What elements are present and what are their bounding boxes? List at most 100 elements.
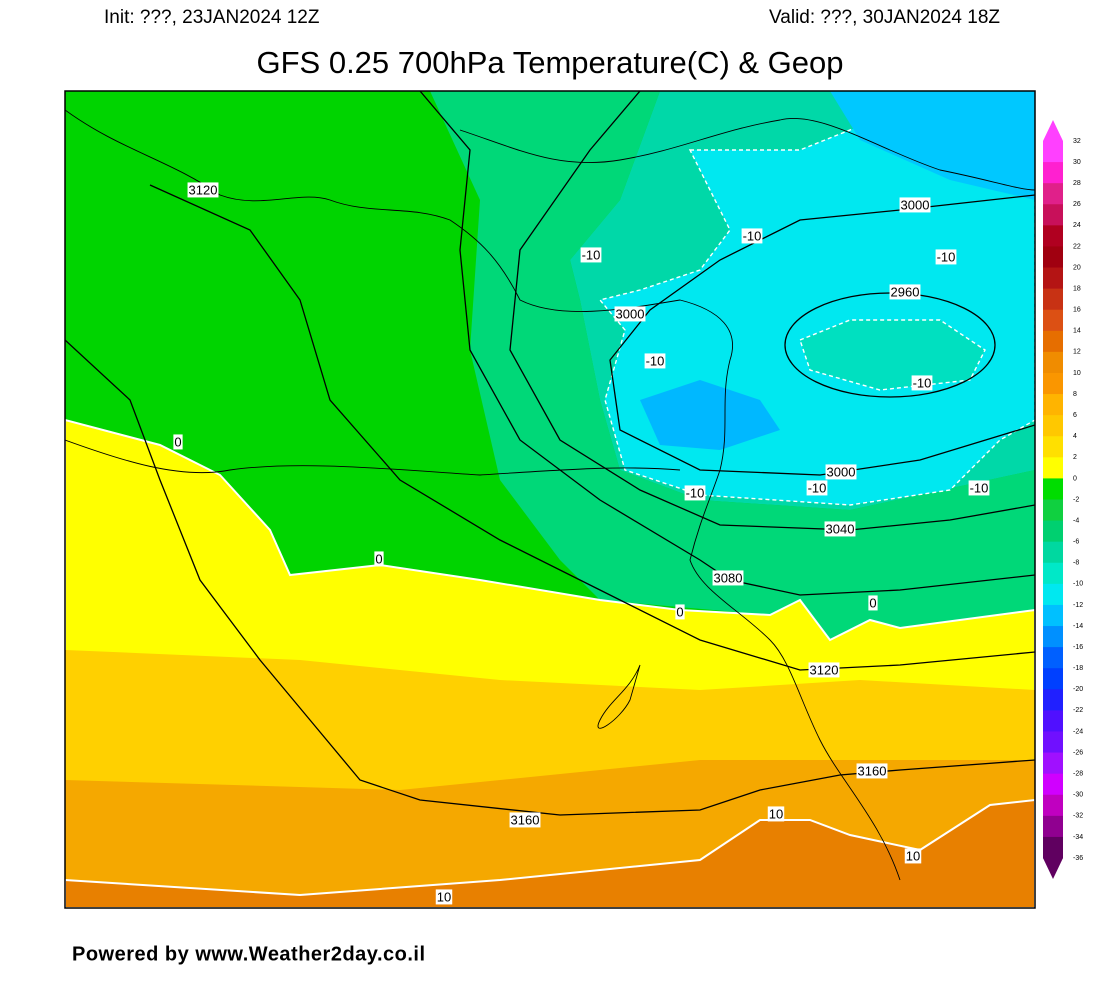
colorbar-band [1043, 752, 1063, 775]
contour-label-bg [824, 521, 856, 537]
colorbar-tick-label: -30 [1073, 792, 1083, 799]
colorbar-tick-label: 30 [1073, 159, 1081, 166]
colorbar-band [1043, 162, 1063, 184]
colorbar-tick-label: 10 [1073, 370, 1081, 377]
colorbar: 32302826242220181614121086420-2-4-6-8-10… [1043, 120, 1083, 879]
contour-label: -10 [937, 249, 956, 264]
contour-label-bg [889, 284, 921, 300]
contour-label: -10 [913, 375, 932, 390]
colorbar-cap [1043, 858, 1063, 879]
colorbar-tick-label: -24 [1073, 728, 1083, 735]
colorbar-tick-label: 4 [1073, 433, 1077, 440]
contour-label-bg [712, 570, 744, 586]
colorbar-band [1043, 520, 1063, 543]
colorbar-band [1043, 773, 1063, 796]
colorbar-tick-label: -18 [1073, 665, 1083, 672]
colorbar-tick-label: -20 [1073, 686, 1083, 693]
contour-label: 10 [769, 806, 783, 821]
colorbar-tick-label: 20 [1073, 264, 1081, 271]
colorbar-band [1043, 583, 1063, 606]
map-frame [64, 90, 1036, 909]
colorbar-tick-label: 24 [1073, 222, 1081, 229]
contour-label: 3160 [511, 812, 540, 827]
contour-label: 3120 [189, 182, 218, 197]
contour-label: 3120 [810, 662, 839, 677]
contour-label: 2960 [891, 284, 920, 299]
colorbar-tick-label: -8 [1073, 560, 1079, 567]
colorbar-tick-label: -10 [1073, 581, 1083, 588]
contour-label: -10 [646, 353, 665, 368]
colorbar-band [1043, 288, 1063, 311]
colorbar-band [1043, 372, 1063, 395]
colorbar-tick-label: 26 [1073, 201, 1081, 208]
colorbar-band [1043, 794, 1063, 817]
contour-label: -10 [970, 480, 989, 495]
colorbar-tick-label: 16 [1073, 307, 1081, 314]
contour-label-bg [509, 812, 541, 828]
contour-label-bg [614, 306, 646, 322]
colorbar-band [1043, 309, 1063, 332]
contour-label-bg [173, 434, 183, 450]
colorbar-cap [1043, 120, 1063, 141]
colorbar-tick-label: 2 [1073, 454, 1077, 461]
colorbar-band [1043, 689, 1063, 711]
colorbar-tick-label: -28 [1073, 770, 1083, 777]
colorbar-tick-label: -12 [1073, 602, 1083, 609]
contour-label: 0 [174, 434, 181, 449]
contour-label-bg [935, 249, 957, 265]
valid-time: Valid: ???, 30JAN2024 18Z [769, 7, 1000, 28]
contour-label: 3080 [714, 570, 743, 585]
colorbar-tick-label: 12 [1073, 349, 1081, 356]
colorbar-tick-label: 32 [1073, 138, 1081, 145]
contour-label-bg [741, 228, 763, 244]
colorbar-band [1043, 246, 1063, 269]
colorbar-tick-label: -6 [1073, 539, 1079, 546]
contour-label: 3160 [858, 763, 887, 778]
colorbar-band [1043, 815, 1063, 838]
contour-label-bg [580, 247, 602, 263]
contour-label: -10 [808, 480, 827, 495]
title: GFS 0.25 700hPa Temperature(C) & Geop [256, 45, 843, 80]
contour-label-bg [856, 763, 888, 779]
contour-label-bg [808, 662, 840, 678]
contour-label: 0 [676, 604, 683, 619]
contour-label: 3000 [901, 197, 930, 212]
colorbar-band [1043, 562, 1063, 585]
colorbar-tick-label: -26 [1073, 749, 1083, 756]
contour-label-bg [825, 464, 857, 480]
colorbar-tick-label: -14 [1073, 623, 1083, 630]
colorbar-band [1043, 225, 1063, 247]
contour-label-bg [684, 485, 706, 501]
colorbar-band [1043, 647, 1063, 669]
contour-label: 10 [906, 848, 920, 863]
colorbar-band [1043, 267, 1063, 290]
contour-label: 0 [869, 595, 876, 610]
colorbar-band [1043, 541, 1063, 564]
colorbar-band [1043, 330, 1063, 353]
contour-label-bg [767, 806, 785, 822]
colorbar-band [1043, 415, 1063, 437]
colorbar-tick-label: 28 [1073, 180, 1081, 187]
colorbar-tick-label: -32 [1073, 813, 1083, 820]
colorbar-band [1043, 183, 1063, 205]
colorbar-tick-label: -2 [1073, 496, 1079, 503]
contour-label-bg [374, 551, 384, 567]
contour-label-bg [868, 595, 878, 611]
contour-label: 3000 [827, 464, 856, 479]
contour-label-bg [899, 197, 931, 213]
colorbar-tick-label: -4 [1073, 517, 1079, 524]
colorbar-band [1043, 604, 1063, 627]
contour-label-bg [904, 848, 922, 864]
colorbar-band [1043, 836, 1063, 859]
colorbar-tick-label: -22 [1073, 707, 1083, 714]
contour-label: 0 [375, 551, 382, 566]
colorbar-band [1043, 204, 1063, 226]
colorbar-tick-label: 0 [1073, 475, 1077, 482]
colorbar-tick-label: 6 [1073, 412, 1077, 419]
footer: Powered by www.Weather2day.co.il [72, 943, 426, 965]
colorbar-band [1043, 499, 1063, 522]
contour-label-bg [644, 353, 666, 369]
colorbar-tick-label: 8 [1073, 391, 1077, 398]
colorbar-band [1043, 710, 1063, 732]
